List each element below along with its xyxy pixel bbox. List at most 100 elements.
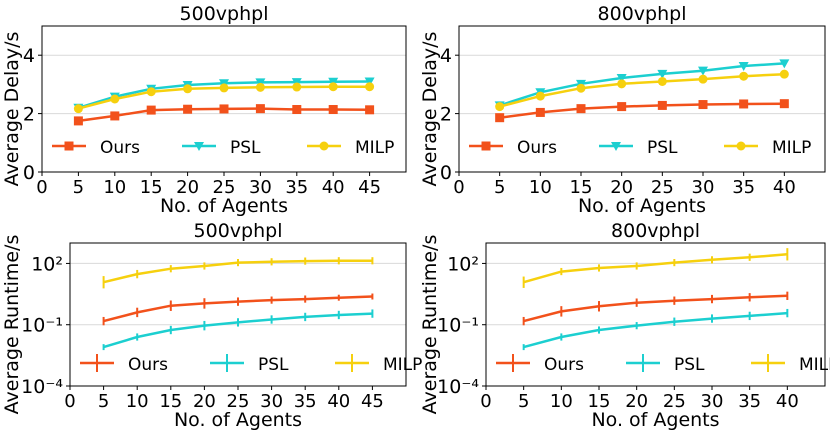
series-line-psl <box>499 62 785 107</box>
data-point-milp <box>657 76 667 86</box>
x-tick-label: 30 <box>249 177 272 198</box>
data-point-ours <box>255 104 265 114</box>
data-point-psl <box>657 69 668 79</box>
x-tick-label: 40 <box>322 177 345 198</box>
data-point-milp <box>146 87 156 97</box>
x-tick-label: 35 <box>294 391 317 412</box>
y-tick-label: 10⁻⁴ <box>437 376 479 398</box>
x-tick-label: 25 <box>213 177 236 198</box>
y-axis-label: Average Runtime/s <box>1 235 23 415</box>
x-tick-label: 5 <box>73 177 84 198</box>
legend-label-ours: Ours <box>100 138 140 158</box>
chart-title: 500vphpl <box>194 220 283 242</box>
legend-marker <box>194 142 204 151</box>
data-point-milp <box>73 104 83 114</box>
legend-label-psl: PSL <box>647 138 678 158</box>
x-tick-label: 25 <box>227 391 250 412</box>
data-point-milp <box>495 102 505 112</box>
legend-label-milp: MILP <box>772 138 811 158</box>
legend-marker <box>319 141 329 151</box>
y-tick-label: 4 <box>440 45 452 67</box>
y-tick-label: 10⁻¹ <box>21 315 63 337</box>
data-point-ours <box>576 104 586 114</box>
x-axis-label: No. of Agents <box>174 409 302 431</box>
chart-panel-3: 0 5 10 15 20 25 30 35 40 45 10⁻⁴ 10⁻¹ 10² 500vphpl No.… <box>1 220 422 431</box>
data-point-ours <box>73 116 83 126</box>
series-line-ours <box>523 294 788 323</box>
data-point-milp <box>698 74 708 84</box>
data-point-psl <box>779 59 790 69</box>
x-tick-label: 15 <box>588 391 611 412</box>
chart-panel-4: 0 5 10 15 20 25 30 35 40 10⁻⁴ 10⁻¹ 10² 800vphpl No. o… <box>419 220 830 431</box>
data-point-milp <box>183 84 193 94</box>
legend-label-milp: MILP <box>799 355 830 375</box>
plot-frame <box>458 25 826 173</box>
data-point-milp <box>576 83 586 93</box>
data-point-psl <box>364 77 375 87</box>
x-axis-label: No. of Agents <box>160 195 288 217</box>
x-tick-label: 10 <box>126 391 149 412</box>
x-tick-label: 40 <box>773 177 796 198</box>
y-tick-label: 10² <box>31 253 63 275</box>
data-point-ours <box>698 100 708 110</box>
x-tick-label: 20 <box>610 177 633 198</box>
x-tick-label: 15 <box>159 391 182 412</box>
x-tick-label: 10 <box>529 177 552 198</box>
x-tick-label: 10 <box>103 177 126 198</box>
x-tick-label: 10 <box>550 391 573 412</box>
data-point-ours <box>110 111 120 121</box>
data-point-psl <box>698 66 708 76</box>
data-point-ours <box>535 107 545 117</box>
chart-title: 500vphpl <box>180 3 269 25</box>
x-tick-label: 15 <box>570 177 593 198</box>
data-point-milp <box>110 94 120 104</box>
data-point-milp <box>255 82 265 92</box>
x-tick-label: 0 <box>453 177 464 198</box>
legend-label-ours: Ours <box>544 355 584 375</box>
x-tick-label: 45 <box>358 177 381 198</box>
y-axis-label: Average Runtime/s <box>419 235 441 415</box>
chart-title: 800vphpl <box>598 3 687 25</box>
y-tick-label: 10² <box>447 253 479 275</box>
legend-label-psl: PSL <box>230 138 261 158</box>
x-tick-label: 35 <box>738 391 761 412</box>
x-tick-label: 20 <box>193 391 216 412</box>
x-tick-label: 35 <box>285 177 308 198</box>
x-axis-label: No. of Agents <box>578 195 706 217</box>
data-point-ours <box>779 99 789 109</box>
y-tick-label: 2 <box>440 104 452 126</box>
x-tick-label: 0 <box>480 391 491 412</box>
legend-label-milp: MILP <box>383 355 422 375</box>
x-tick-label: 15 <box>140 177 163 198</box>
series-line-ours <box>499 102 785 119</box>
y-tick-label: 4 <box>23 45 35 67</box>
data-point-psl <box>616 73 627 83</box>
data-point-milp <box>779 69 789 79</box>
y-tick-label: 10⁻¹ <box>437 315 479 337</box>
x-tick-label: 5 <box>518 391 529 412</box>
x-tick-label: 40 <box>776 391 799 412</box>
y-tick-label: 10⁻⁴ <box>21 376 63 398</box>
data-point-milp <box>365 82 375 92</box>
x-tick-label: 20 <box>176 177 199 198</box>
data-point-milp <box>617 79 627 89</box>
y-axis-label: Average Delay/s <box>419 32 441 187</box>
data-point-milp <box>328 82 338 92</box>
x-tick-label: 20 <box>625 391 648 412</box>
legend-label-psl: PSL <box>674 355 705 375</box>
data-point-psl <box>738 62 749 72</box>
data-point-ours <box>328 105 338 115</box>
x-tick-label: 0 <box>64 391 75 412</box>
series-line-milp <box>499 72 785 108</box>
y-tick-label: 0 <box>23 162 35 184</box>
data-point-ours <box>617 102 627 112</box>
y-tick-label: 0 <box>440 162 452 184</box>
x-tick-label: 30 <box>692 177 715 198</box>
data-point-ours <box>146 105 156 115</box>
x-tick-label: 25 <box>651 177 674 198</box>
data-point-milp <box>739 71 749 81</box>
data-point-ours <box>495 113 505 123</box>
series-line-milp <box>523 253 788 284</box>
x-tick-label: 30 <box>260 391 283 412</box>
